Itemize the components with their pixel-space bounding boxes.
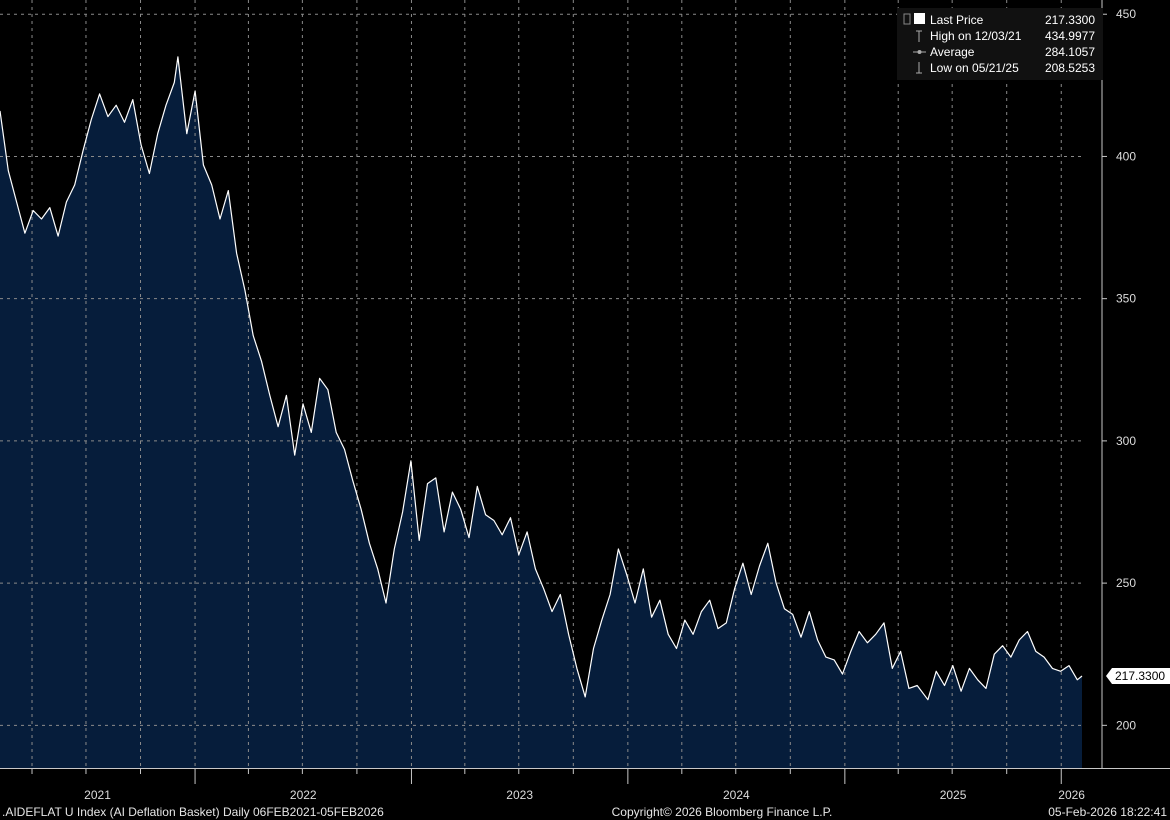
legend-value: 434.9977 xyxy=(1045,29,1095,43)
legend-label: High on 12/03/21 xyxy=(930,29,1022,43)
x-axis: 2021 2022 2023 2024 2025 2026 xyxy=(0,768,1170,802)
x-year-label: 2026 xyxy=(1058,788,1085,802)
last-price-tag-value: 217.3300 xyxy=(1115,669,1165,683)
y-tick-label: 450 xyxy=(1116,7,1136,21)
y-tick-label: 300 xyxy=(1116,434,1136,448)
legend-value: 208.5253 xyxy=(1045,61,1095,75)
x-year-label: 2024 xyxy=(723,788,750,802)
y-tick-label: 400 xyxy=(1116,149,1136,163)
legend-row-last-price: Last Price 217.3300 xyxy=(903,13,1095,27)
legend-swatch-icon xyxy=(914,13,925,24)
footer: .AIDEFLAT U Index (AI Deflation Basket) … xyxy=(2,805,1167,819)
legend-collapse-icon xyxy=(903,13,911,25)
x-year-label: 2021 xyxy=(84,788,111,802)
legend-row-low: Low on 05/21/25 208.5253 xyxy=(916,61,1095,75)
y-tick-label: 250 xyxy=(1116,576,1136,590)
legend-row-high: High on 12/03/21 434.9977 xyxy=(916,29,1095,43)
low-marker-icon xyxy=(916,62,922,74)
grid-layer xyxy=(0,0,1082,768)
footer-copyright: Copyright© 2026 Bloomberg Finance L.P. xyxy=(612,805,833,819)
legend-label: Low on 05/21/25 xyxy=(930,61,1019,75)
legend-background xyxy=(897,8,1103,80)
x-year-label: 2023 xyxy=(506,788,533,802)
footer-timestamp: 05-Feb-2026 18:22:41 xyxy=(1048,805,1167,819)
average-dot-icon xyxy=(917,50,922,54)
price-line xyxy=(0,56,1083,701)
legend-label: Last Price xyxy=(930,13,984,27)
footer-index-description: .AIDEFLAT U Index (AI Deflation Basket) … xyxy=(2,805,384,819)
legend-value: 217.3300 xyxy=(1045,13,1095,27)
x-year-label: 2022 xyxy=(290,788,317,802)
last-price-tag: 217.3300 xyxy=(1106,668,1170,684)
area-layer xyxy=(0,56,1082,768)
legend-row-average: Average 284.1057 xyxy=(913,45,1095,59)
legend: Last Price 217.3300 High on 12/03/21 434… xyxy=(897,8,1103,80)
high-marker-icon xyxy=(916,30,922,42)
y-tick-label: 200 xyxy=(1116,718,1136,732)
legend-label: Average xyxy=(930,45,975,59)
price-area xyxy=(0,56,1082,768)
legend-value: 284.1057 xyxy=(1045,45,1095,59)
last-price-tag-background xyxy=(1106,668,1170,684)
x-year-label: 2025 xyxy=(940,788,967,802)
y-tick-label: 350 xyxy=(1116,292,1136,306)
line-layer xyxy=(0,56,1083,701)
y-axis: 450 400 350 300 250 200 xyxy=(1101,0,1136,768)
